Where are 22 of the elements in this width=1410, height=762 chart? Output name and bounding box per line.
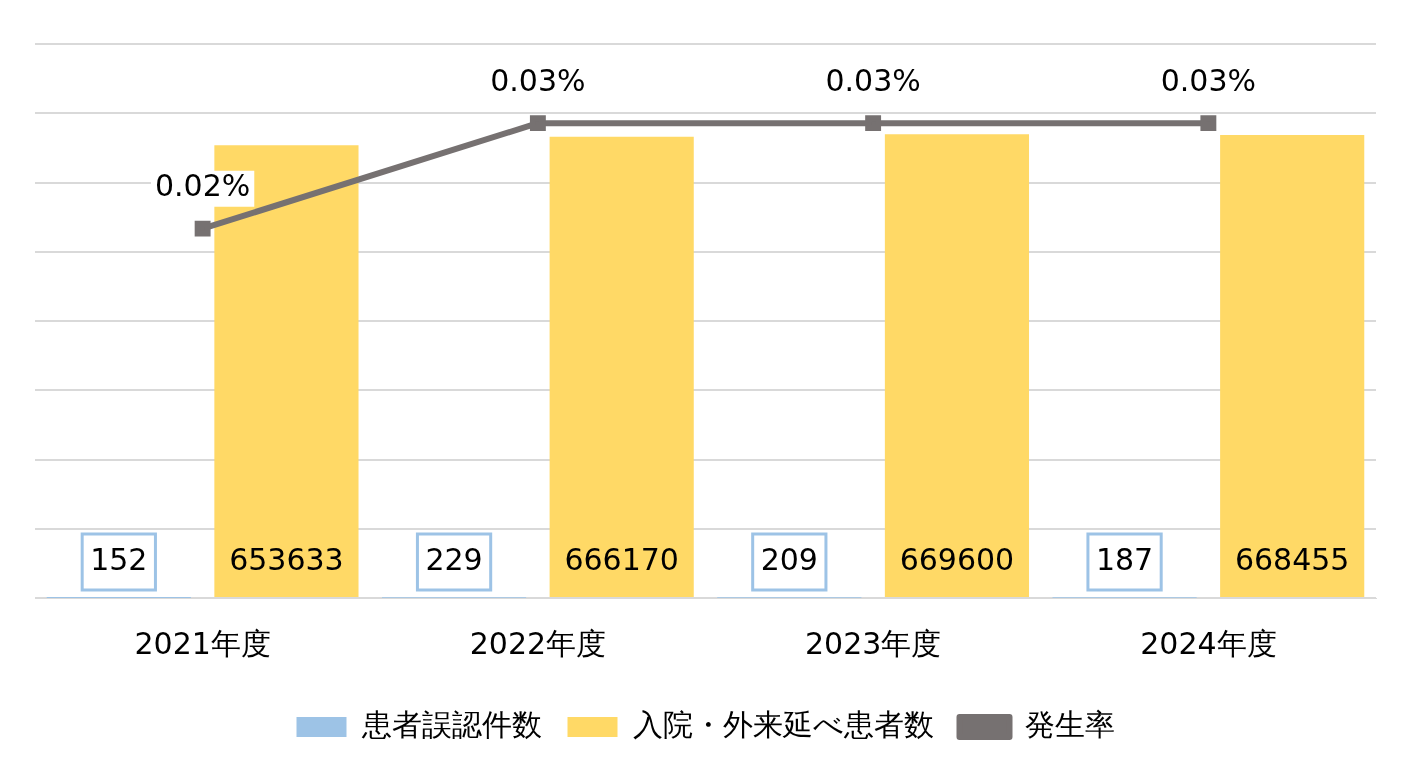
data-label: 0.03%	[490, 62, 586, 98]
bar	[884, 134, 1030, 597]
x-tick-label: 2021年度	[134, 625, 271, 661]
data-label: 669600	[899, 541, 1015, 577]
x-tick-label: 2023年度	[804, 625, 942, 661]
data-label: 0.02%	[154, 168, 251, 204]
legend-label: 患者誤認件数	[360, 706, 542, 742]
data-label: 209	[760, 541, 818, 577]
data-label: 0.03%	[1160, 62, 1257, 98]
data-label: 187	[1095, 541, 1154, 577]
bar	[1220, 135, 1365, 597]
x-tick-label: 2024年度	[1140, 625, 1277, 661]
data-label: 0.03%	[825, 62, 921, 98]
data-label: 668455	[1234, 541, 1350, 577]
bar	[549, 136, 694, 597]
data-label: 152	[90, 541, 148, 577]
data-label: 229	[425, 541, 483, 577]
legend-label: 入院・外来延べ患者数	[632, 706, 934, 742]
data-label: 666170	[564, 541, 679, 577]
legend-label: 発生率	[1024, 706, 1115, 742]
data-label: 653633	[229, 541, 344, 577]
x-tick-label: 2022年度	[469, 625, 607, 661]
